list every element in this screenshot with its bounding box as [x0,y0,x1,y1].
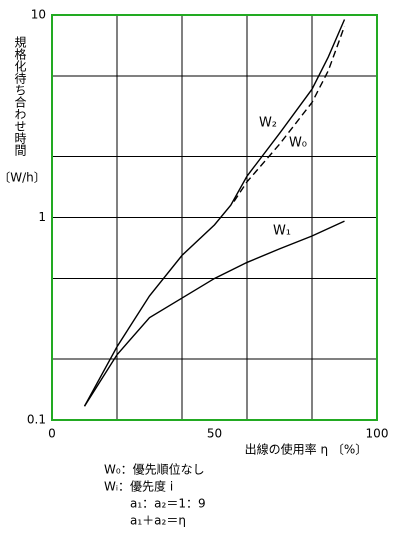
note: W₀：優先順位なし [104,462,205,477]
y-axis-unit: 〔W/h〕 [0,171,46,185]
y-axis-label: 規格化待ち合わせ時間 [13,35,27,156]
y-tick-label: 0.1 [27,413,46,427]
x-tick-label: 100 [366,427,389,441]
series-label: W₂ [259,116,277,131]
series-label: W₀ [289,136,307,151]
x-axis-label: 出線の使用率 η 〔%〕 [245,442,368,457]
x-tick-label: 0 [48,427,56,441]
plot-frame [51,14,378,421]
note: Wᵢ：優先度 i [104,479,173,494]
series-line [233,26,346,202]
x-tick-label: 50 [207,427,222,441]
note: a₁：a₂＝1：9 [130,497,206,511]
series-line [83,19,346,407]
series-label: W₁ [273,224,291,239]
y-tick-label: 10 [31,8,46,22]
note: a₁＋a₂＝η [130,514,186,528]
y-tick-label: 1 [38,210,46,224]
series-line [83,220,345,407]
